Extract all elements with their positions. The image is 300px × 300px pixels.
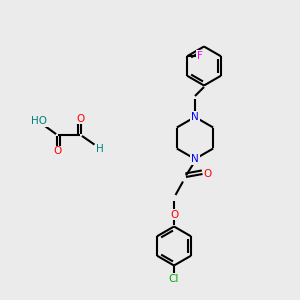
Text: O: O: [204, 169, 212, 179]
Text: O: O: [77, 113, 85, 124]
Text: O: O: [170, 209, 178, 220]
Text: O: O: [53, 146, 61, 157]
Text: N: N: [191, 112, 199, 122]
Text: N: N: [191, 154, 199, 164]
Text: F: F: [197, 51, 203, 61]
Text: H: H: [96, 143, 104, 154]
Text: Cl: Cl: [169, 274, 179, 284]
Text: HO: HO: [31, 116, 47, 127]
